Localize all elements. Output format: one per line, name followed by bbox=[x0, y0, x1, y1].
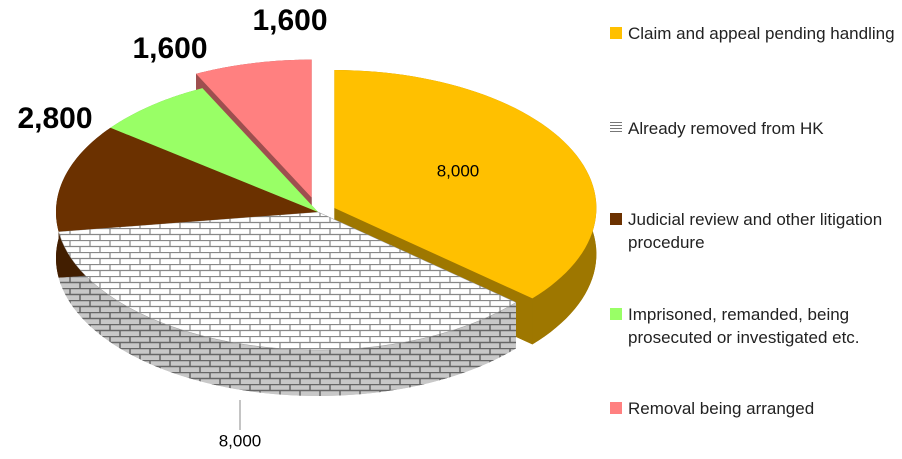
legend-swatch bbox=[610, 213, 622, 225]
legend-entry: Removal being arranged bbox=[610, 397, 900, 420]
slice bbox=[56, 127, 319, 232]
legend-swatch bbox=[610, 402, 622, 414]
slice bbox=[196, 59, 312, 198]
legend-label: Removal being arranged bbox=[628, 399, 815, 418]
legend-swatch bbox=[610, 27, 622, 39]
data-labels: 8,000 8,000 2,800 1,600 1,600 bbox=[17, 4, 479, 451]
legend: Claim and appeal pending handling Already… bbox=[610, 0, 900, 459]
legend-entry: Claim and appeal pending handling bbox=[610, 22, 900, 45]
data-label: 2,800 bbox=[17, 102, 92, 135]
legend-entry: Imprisoned, remanded, being prosecuted o… bbox=[610, 303, 900, 349]
legend-swatch bbox=[610, 122, 622, 134]
legend-swatch bbox=[610, 308, 622, 320]
slice-side bbox=[58, 231, 517, 396]
legend-label: Claim and appeal pending handling bbox=[628, 24, 895, 43]
legend-label: Already removed from HK bbox=[628, 119, 824, 138]
pie-tops bbox=[56, 59, 597, 351]
legend-entry: Already removed from HK bbox=[610, 117, 900, 140]
legend-label: Imprisoned, remanded, being prosecuted o… bbox=[628, 305, 860, 347]
legend-label: Judicial review and other litigation pro… bbox=[628, 210, 883, 252]
slice bbox=[58, 211, 517, 351]
slice bbox=[110, 88, 319, 212]
legend-entry: Judicial review and other litigation pro… bbox=[610, 208, 900, 254]
slice bbox=[334, 70, 597, 299]
data-label: 8,000 bbox=[219, 431, 262, 450]
data-label: 8,000 bbox=[437, 161, 480, 180]
data-label: 1,600 bbox=[252, 4, 327, 37]
data-label: 1,600 bbox=[132, 32, 207, 65]
